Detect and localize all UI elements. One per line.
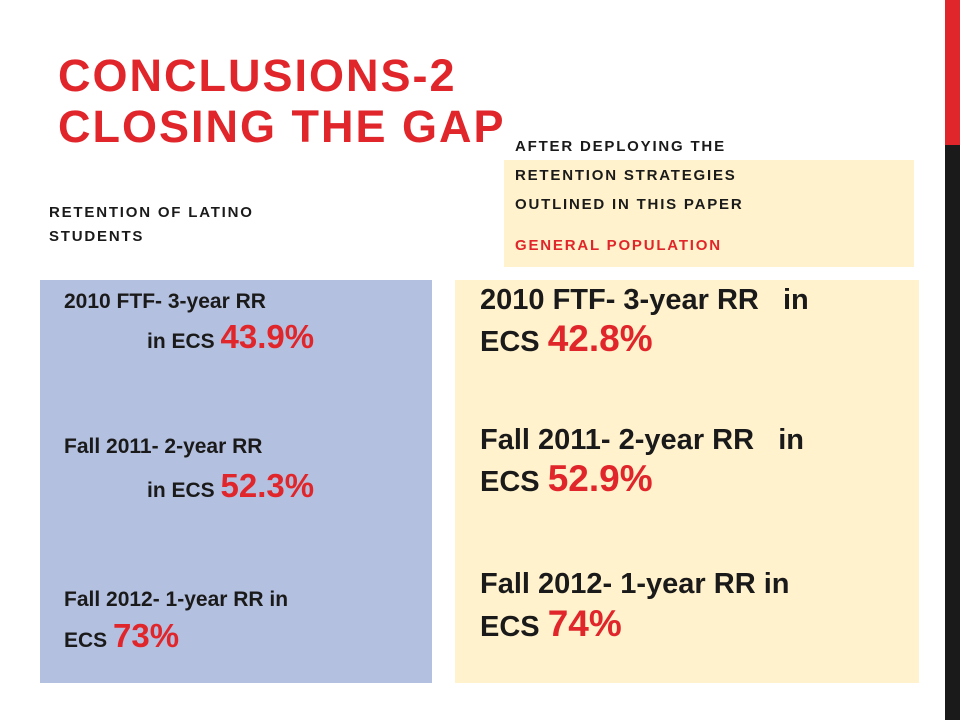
right-item-3-line-2: ECS 74%: [480, 603, 622, 645]
left-item-1-line-1: 2010 FTF- 3-year RR: [64, 290, 266, 313]
right-item-3-prefix: ECS: [480, 611, 548, 643]
left-item-3-prefix: ECS: [64, 629, 114, 652]
left-item-2-line-2: in ECS 52.3%: [147, 467, 314, 505]
general-population-panel: [455, 280, 919, 683]
after-heading-line-2: RETENTION STRATEGIES: [515, 167, 737, 184]
left-heading: RETENTION OF LATINO STUDENTS: [49, 201, 409, 249]
left-item-2-line-1: Fall 2011- 2-year RR: [64, 435, 263, 458]
left-item-3-line-2: ECS 73%: [64, 617, 179, 655]
right-item-1-prefix: ECS: [480, 326, 548, 358]
left-item-1-value: 43.9%: [220, 318, 315, 355]
right-item-1-value: 42.8%: [547, 318, 653, 359]
side-accent-bar-red: [945, 0, 960, 145]
right-item-1-line-2: ECS 42.8%: [480, 318, 653, 360]
general-population-label: GENERAL POPULATION: [515, 237, 722, 254]
right-item-1-line-1: 2010 FTF- 3-year RR in: [480, 284, 809, 316]
left-heading-line-1: RETENTION OF LATINO: [49, 204, 254, 221]
after-heading-line-3: OUTLINED IN THIS PAPER: [515, 196, 744, 213]
left-heading-line-2: STUDENTS: [49, 228, 145, 245]
right-item-2-line-1: Fall 2011- 2-year RR in: [480, 424, 804, 456]
right-item-2-prefix: ECS: [480, 466, 548, 498]
right-item-3-line-1: Fall 2012- 1-year RR in: [480, 568, 790, 600]
right-item-3-value: 74%: [547, 603, 622, 644]
side-accent-bar-dark: [945, 145, 960, 720]
left-item-1-prefix: in ECS: [147, 330, 221, 353]
right-item-2-line-2: ECS 52.9%: [480, 458, 653, 500]
right-item-2-value: 52.9%: [547, 458, 653, 499]
left-item-3-value: 73%: [113, 617, 180, 654]
left-item-2-value: 52.3%: [220, 467, 315, 504]
title-line-1: CONCLUSIONS-2: [58, 50, 457, 101]
left-item-3-line-1: Fall 2012- 1-year RR in: [64, 588, 289, 611]
after-deploying-heading: AFTER DEPLOYING THE RETENTION STRATEGIES…: [515, 132, 915, 219]
slide-title: CONCLUSIONS-2 CLOSING THE GAP: [58, 50, 506, 152]
latino-retention-panel: [40, 280, 432, 683]
title-line-2: CLOSING THE GAP: [58, 101, 506, 152]
right-heading-box: [504, 160, 914, 267]
after-heading-line-1: AFTER DEPLOYING THE: [515, 138, 726, 155]
left-item-2-prefix: in ECS: [147, 479, 221, 502]
left-item-1-line-2: in ECS 43.9%: [147, 318, 314, 356]
